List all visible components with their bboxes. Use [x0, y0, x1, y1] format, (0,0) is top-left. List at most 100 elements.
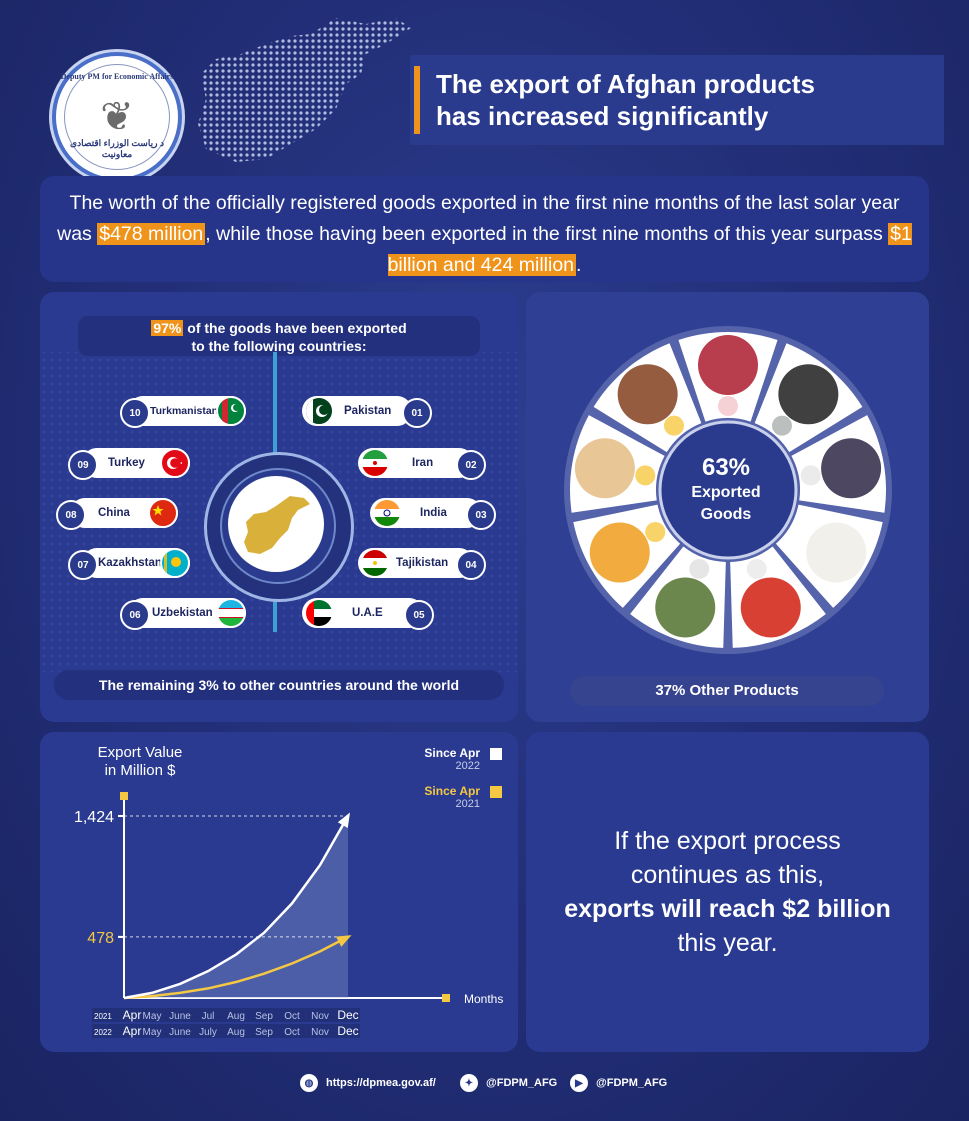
country-name-5: U.A.E: [352, 607, 383, 619]
product-segment-coal: [754, 343, 863, 453]
country-num-9: 09: [68, 450, 98, 480]
country-num-2: 02: [456, 450, 486, 480]
projection-line-3: exports will reach $2 billion: [564, 895, 891, 923]
india-flag-icon: [372, 498, 402, 528]
tomatoes-icon: [740, 577, 801, 638]
turkey-flag-icon: [160, 448, 190, 478]
chart-panel: Export Value in Million $ Since Apr 2022 …: [40, 732, 518, 1052]
country-name-4: Tajikistan: [396, 557, 449, 569]
legend-2022-name: Since Apr: [424, 746, 480, 760]
intro-part-2: , while those having been exported in th…: [205, 223, 889, 245]
line-2021-arrow: [336, 935, 352, 947]
country-name-1: Pakistan: [344, 405, 392, 417]
legend-2022-year: 2022: [455, 760, 480, 772]
month-label-2021-5: Sep: [255, 1011, 273, 1022]
exported-goods-label: 63% Exported Goods: [670, 454, 782, 526]
title-accent-bar: [414, 66, 420, 134]
country-name-9: Turkey: [108, 457, 145, 469]
legend-2021-name: Since Apr: [424, 784, 480, 798]
month-row-year-2022: 2022: [94, 1028, 112, 1037]
pakistan-flag-icon: [304, 396, 334, 426]
other-products-note: 37% Other Products: [570, 676, 884, 706]
month-row-bg-2022: [92, 1024, 360, 1038]
pine nuts-icon: [574, 438, 635, 499]
youtube-icon: ▶: [570, 1074, 588, 1092]
apricots-icon: [589, 522, 650, 583]
product-segment-cotton: [775, 504, 883, 608]
country-num-7: 07: [68, 550, 98, 580]
country-name-6: Uzbekistan: [152, 607, 213, 619]
countries-heading: 97% of the goods have been exported to t…: [78, 316, 480, 356]
month-label-2022-0: Apr: [123, 1024, 142, 1038]
line-2021: [123, 935, 349, 1000]
twitter-handle[interactable]: @FDPM_AFG: [486, 1077, 558, 1089]
month-label-2021-0: Apr: [123, 1008, 142, 1022]
product-segment-grapes: [791, 415, 886, 513]
intro-text: The worth of the officially registered g…: [50, 188, 919, 281]
title-box: [410, 55, 944, 145]
product-segment-pomegranate: [678, 332, 778, 422]
globe-icon: ◍: [300, 1074, 318, 1092]
legend-2022: Since Apr 2022: [400, 746, 480, 772]
projection-text: If the export process continues as this,…: [526, 824, 929, 960]
highlight-last-year: $478 million: [97, 223, 206, 245]
product-segment-pine nuts: [570, 415, 665, 513]
country-num-3: 03: [466, 500, 496, 530]
intro-box: The worth of the officially registered g…: [40, 176, 929, 282]
tajikistan-flag-icon: [360, 548, 390, 578]
exported-label-2: Goods: [700, 506, 752, 523]
product-segment-saffron: [630, 546, 726, 648]
website-link[interactable]: https://dpmea.gov.af/: [326, 1077, 436, 1089]
month-label-2022-7: Nov: [311, 1027, 329, 1038]
legend-2021: Since Apr 2021: [400, 784, 480, 810]
month-label-2021-8: Dec: [337, 1008, 358, 1022]
month-label-2021-2: June: [169, 1011, 191, 1022]
month-label-2022-6: Oct: [284, 1027, 300, 1038]
ylabel-line-1: Export Value: [97, 744, 183, 761]
line-2022: [123, 815, 350, 1000]
country-name-8: China: [98, 507, 130, 519]
month-label-2022-5: Sep: [255, 1027, 273, 1038]
heading-line-2: to the following countries:: [191, 338, 367, 354]
month-label-2021-4: Aug: [227, 1011, 245, 1022]
projection-panel: If the export process continues as this,…: [526, 732, 929, 1052]
product-segment-apricots: [573, 504, 681, 608]
coal-icon: [778, 364, 839, 425]
pomegranate-icon: [698, 335, 758, 395]
area-2022: [124, 816, 348, 998]
ylabel-line-2: in Million $: [104, 762, 176, 779]
chart-ylabel: Export Value in Million $: [70, 744, 210, 780]
country-name-2: Iran: [412, 457, 434, 469]
product-wheel: [564, 326, 892, 654]
cotton-icon: [806, 522, 867, 583]
y-tick-label-0: 1,424: [74, 809, 114, 826]
month-label-2022-4: Aug: [227, 1027, 245, 1038]
month-label-2022-3: July: [199, 1027, 217, 1038]
saffron-icon: [655, 577, 716, 638]
month-label-2022-1: May: [143, 1027, 162, 1038]
countries-panel: 97% of the goods have been exported to t…: [40, 292, 518, 722]
country-num-4: 04: [456, 550, 486, 580]
product-segment-dried fruits: [593, 343, 702, 453]
grapes-icon: [821, 438, 882, 499]
remaining-countries-note: The remaining 3% to other countries arou…: [54, 670, 504, 700]
month-label-2021-1: May: [143, 1011, 162, 1022]
intro-part-1: The worth of the officially registered g…: [57, 192, 900, 245]
month-row-bg-2021: [92, 1008, 360, 1022]
wheel-center: [658, 420, 798, 560]
line-2022-arrow: [337, 812, 350, 828]
heading-rest: of the goods have been exported: [183, 320, 407, 336]
countries-pct: 97%: [151, 320, 184, 336]
kazakhstan-flag-icon: [160, 548, 190, 578]
intro-part-3: .: [576, 254, 582, 276]
month-label-2021-6: Oct: [284, 1011, 300, 1022]
month-label-2022-8: Dec: [337, 1024, 358, 1038]
export-line-chart: Months 1,424 478 2021 Apr May June Jul Aug Sep Oct…: [74, 792, 503, 1038]
x-axis-cap: [442, 994, 450, 1002]
youtube-handle[interactable]: @FDPM_AFG: [596, 1077, 668, 1089]
month-label-2021-3: Jul: [202, 1011, 215, 1022]
country-name-3: India: [420, 507, 447, 519]
uae-flag-icon: [304, 598, 334, 628]
month-label-2022-2: June: [169, 1027, 191, 1038]
country-name-7: Kazakhstan: [98, 557, 162, 569]
